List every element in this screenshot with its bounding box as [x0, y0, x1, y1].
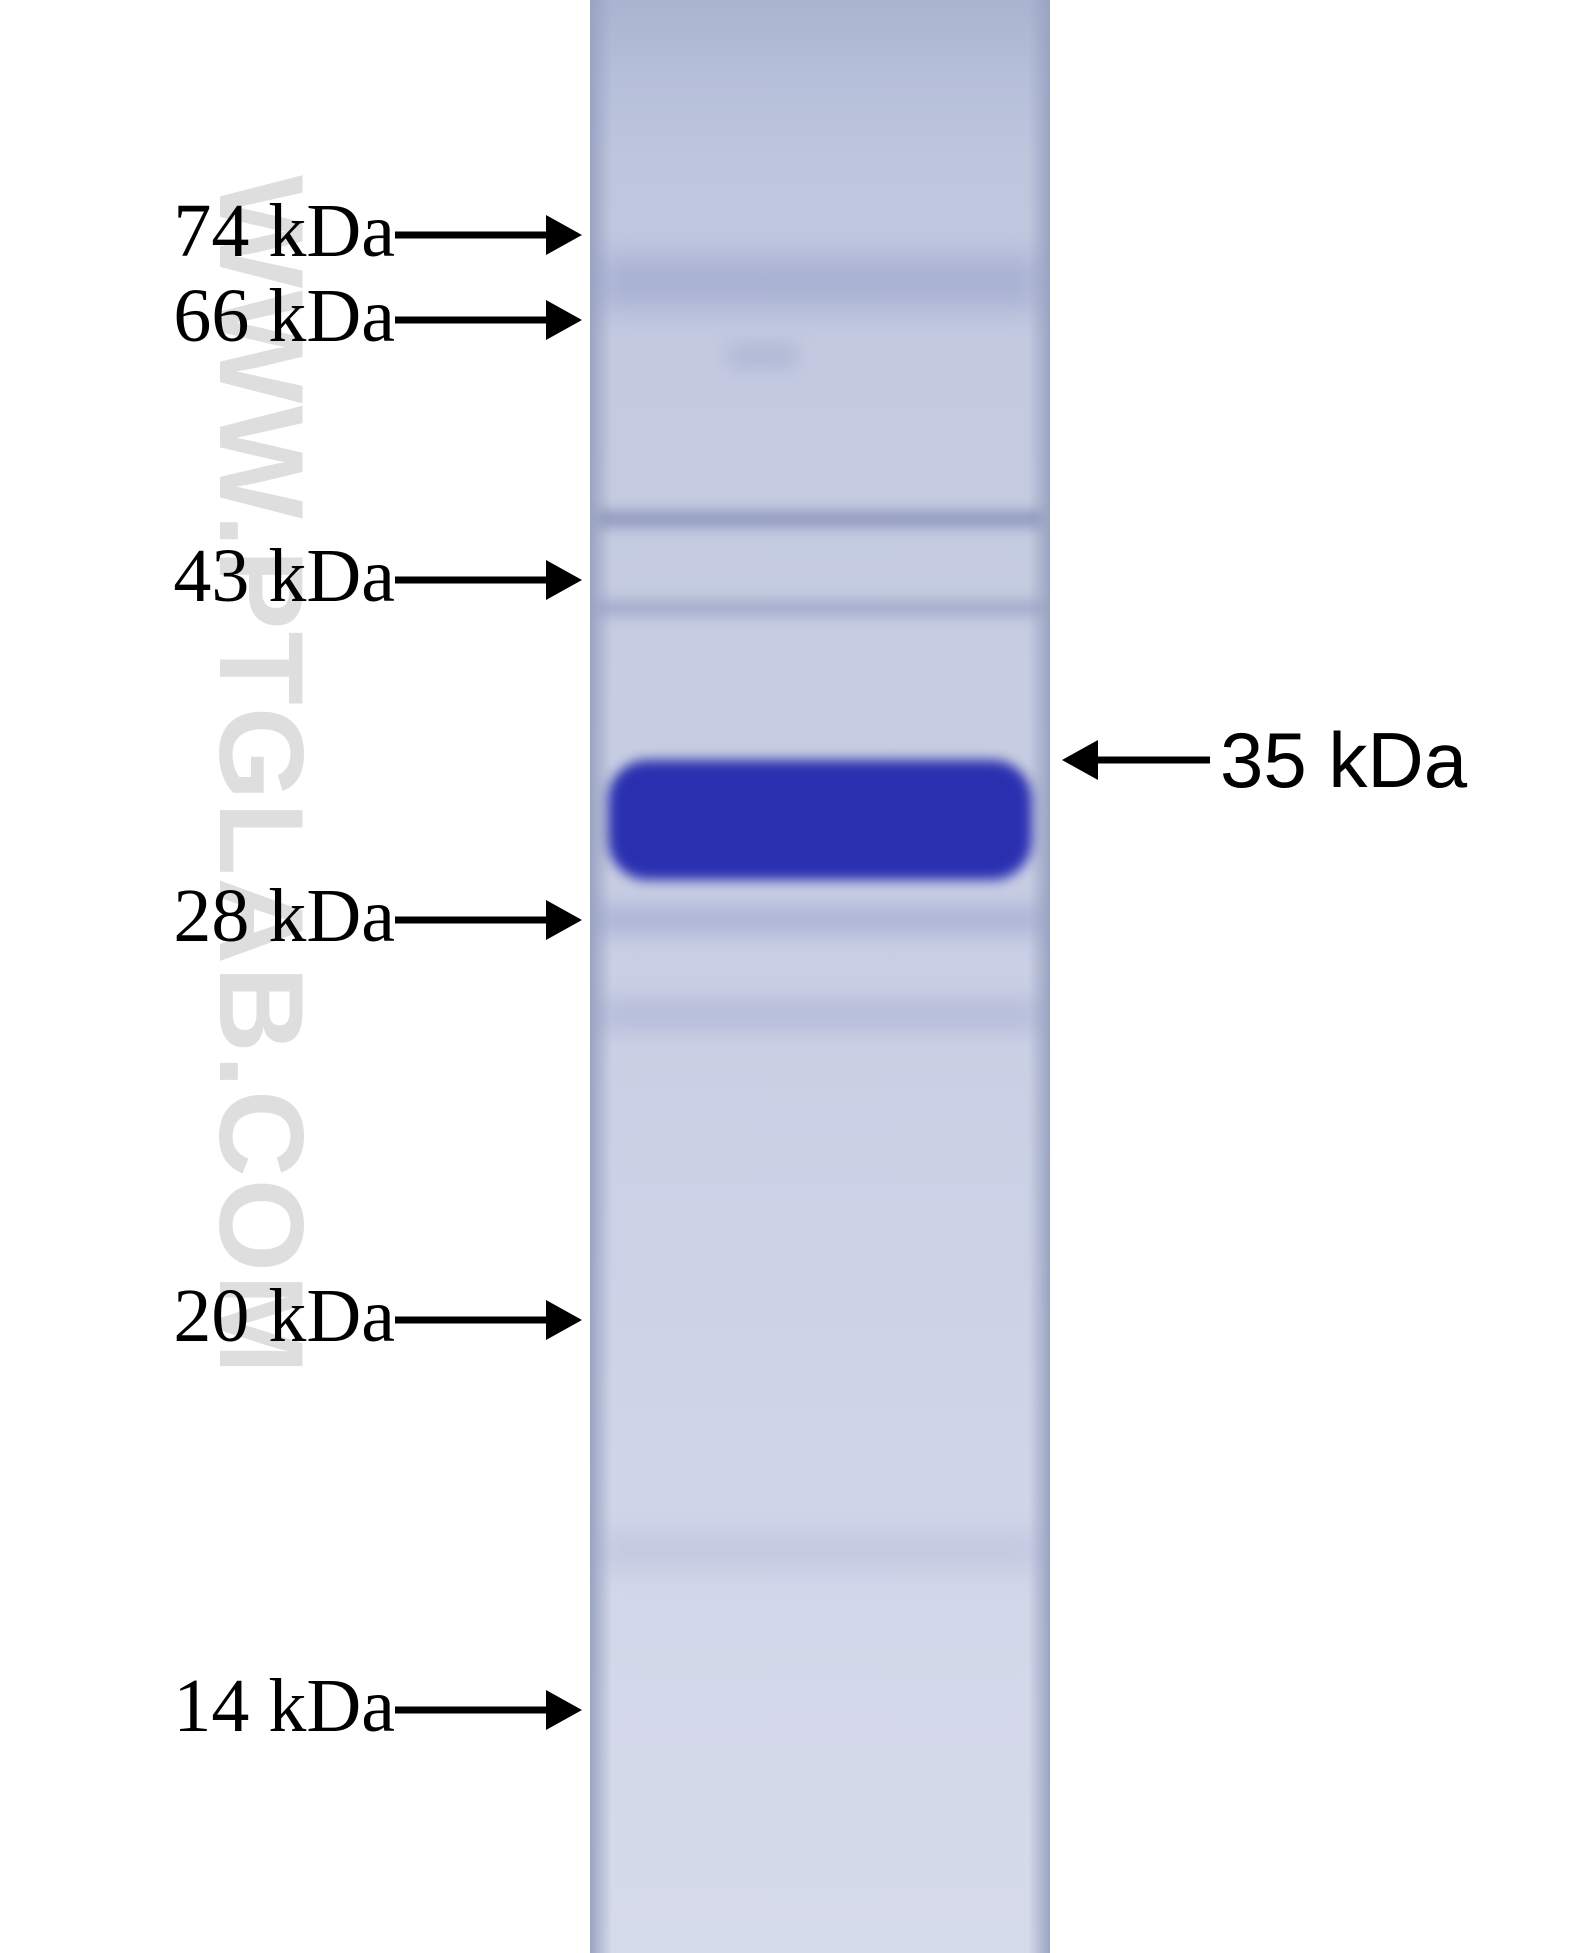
ladder-label: 20 kDa: [173, 1273, 395, 1360]
sample-band-label: 35 kDa: [1220, 715, 1467, 806]
gel-lane: [590, 0, 1050, 1953]
gel-band-faint-30: [599, 905, 1041, 935]
ladder-label: 28 kDa: [173, 873, 395, 960]
gel-band-faint-74: [599, 255, 1041, 310]
gel-band-faint-18: [599, 1530, 1041, 1570]
ladder-label: 14 kDa: [173, 1663, 395, 1750]
ladder-label: 74 kDa: [173, 188, 395, 275]
gel-band-dot-66: [728, 345, 797, 367]
gel-band-main-35: [608, 760, 1031, 880]
ladder-label: 66 kDa: [173, 273, 395, 360]
gel-band-faint-26: [599, 1000, 1041, 1030]
gel-band-thin-48: [599, 510, 1041, 528]
gel-band-thin-43: [599, 600, 1041, 616]
ladder-label: 43 kDa: [173, 533, 395, 620]
